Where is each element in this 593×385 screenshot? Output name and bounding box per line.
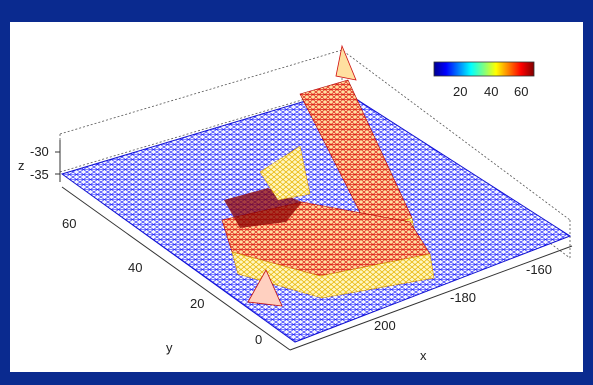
z-tick-label: -30 xyxy=(30,144,49,159)
front-axes xyxy=(59,140,573,351)
colorbar-tick-label: 20 xyxy=(453,84,467,99)
x-tick-label: -160 xyxy=(526,262,552,277)
y-axis-label: y xyxy=(166,340,173,355)
plot-panel: -30 -35 z 60 40 20 0 y 200 -180 -160 x xyxy=(10,22,583,372)
plateau-front-wall xyxy=(231,251,435,299)
x-tick-label: 200 xyxy=(374,318,396,333)
y-tick-label: 40 xyxy=(128,260,142,275)
surface-plot: -30 -35 z 60 40 20 0 y 200 -180 -160 x xyxy=(18,44,573,363)
z-tick-label: -35 xyxy=(30,167,49,182)
y-axis-ticks: 60 40 20 0 y xyxy=(62,216,262,355)
plateau-inner-slope xyxy=(259,145,311,201)
z-axis-ticks: -30 -35 z xyxy=(18,144,60,182)
y-tick-label: 60 xyxy=(62,216,76,231)
x-axis-label: x xyxy=(420,348,427,363)
colorbar-tick-label: 60 xyxy=(514,84,528,99)
colorbar-tick-label: 40 xyxy=(484,84,498,99)
y-tick-label: 0 xyxy=(255,332,262,347)
colorbar-gradient xyxy=(433,61,535,77)
y-tick-label: 20 xyxy=(190,296,204,311)
mesh-spike-front xyxy=(247,269,283,307)
colorbar: 20 40 60 xyxy=(433,61,535,99)
x-axis-ticks: 200 -180 -160 x xyxy=(374,262,552,363)
x-tick-label: -180 xyxy=(450,290,476,305)
z-axis-label: z xyxy=(18,158,25,173)
mesh-spike xyxy=(335,44,357,81)
